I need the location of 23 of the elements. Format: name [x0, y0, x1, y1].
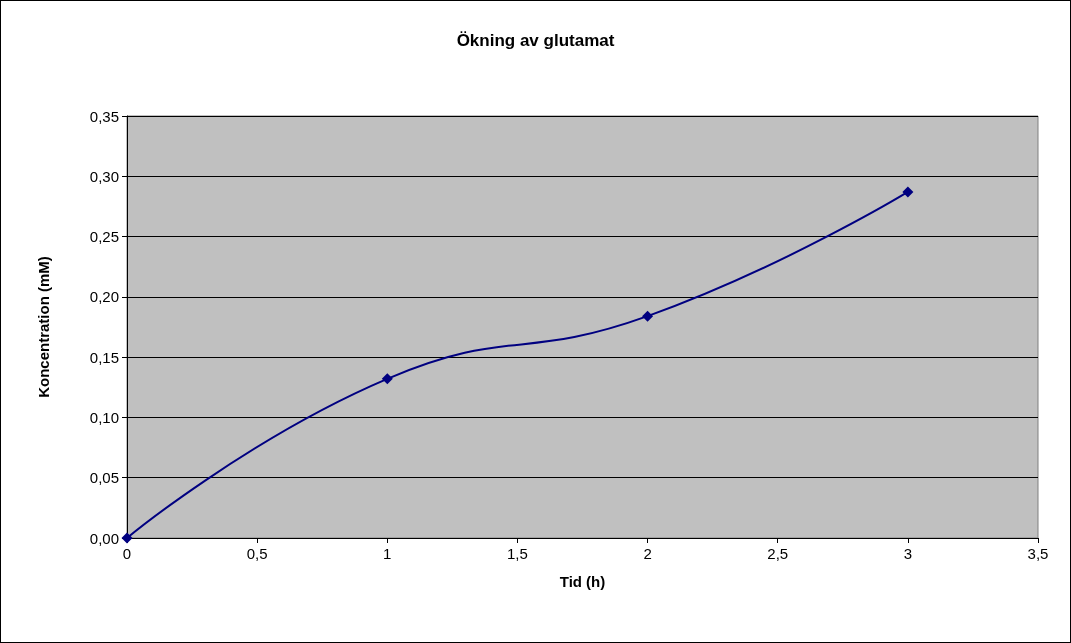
- x-tick-label: 3,5: [1027, 545, 1049, 562]
- x-tick-label: 1,5: [507, 545, 528, 562]
- point: [121, 532, 133, 544]
- chart-title: Ökning av glutamat: [456, 31, 615, 50]
- x-tick-label: 1: [383, 545, 392, 562]
- y-tick-label: 0,10: [89, 408, 119, 426]
- point: [381, 373, 393, 385]
- y-tick-label: 0,15: [89, 348, 119, 366]
- y-tick-label: 0,30: [89, 167, 119, 185]
- x-axis-title: Tid (h): [559, 573, 606, 590]
- y-tick-label: 0,25: [89, 228, 119, 246]
- y-axis-title: Koncentration (mM): [35, 256, 52, 398]
- y-tick-label: 0,20: [89, 288, 119, 306]
- x-tick-label: 2,5: [767, 545, 789, 562]
- y-tick-label: 0,05: [89, 469, 119, 487]
- y-tick-label: 0,35: [89, 107, 119, 125]
- point: [902, 186, 914, 198]
- y-tick-label: 0,00: [89, 529, 119, 547]
- point: [642, 310, 654, 322]
- x-tick-label: 3: [903, 545, 913, 562]
- x-tick-label: 0,5: [246, 545, 268, 562]
- x-tick-label: 2: [643, 545, 652, 562]
- x-tick-label: 0: [122, 545, 132, 562]
